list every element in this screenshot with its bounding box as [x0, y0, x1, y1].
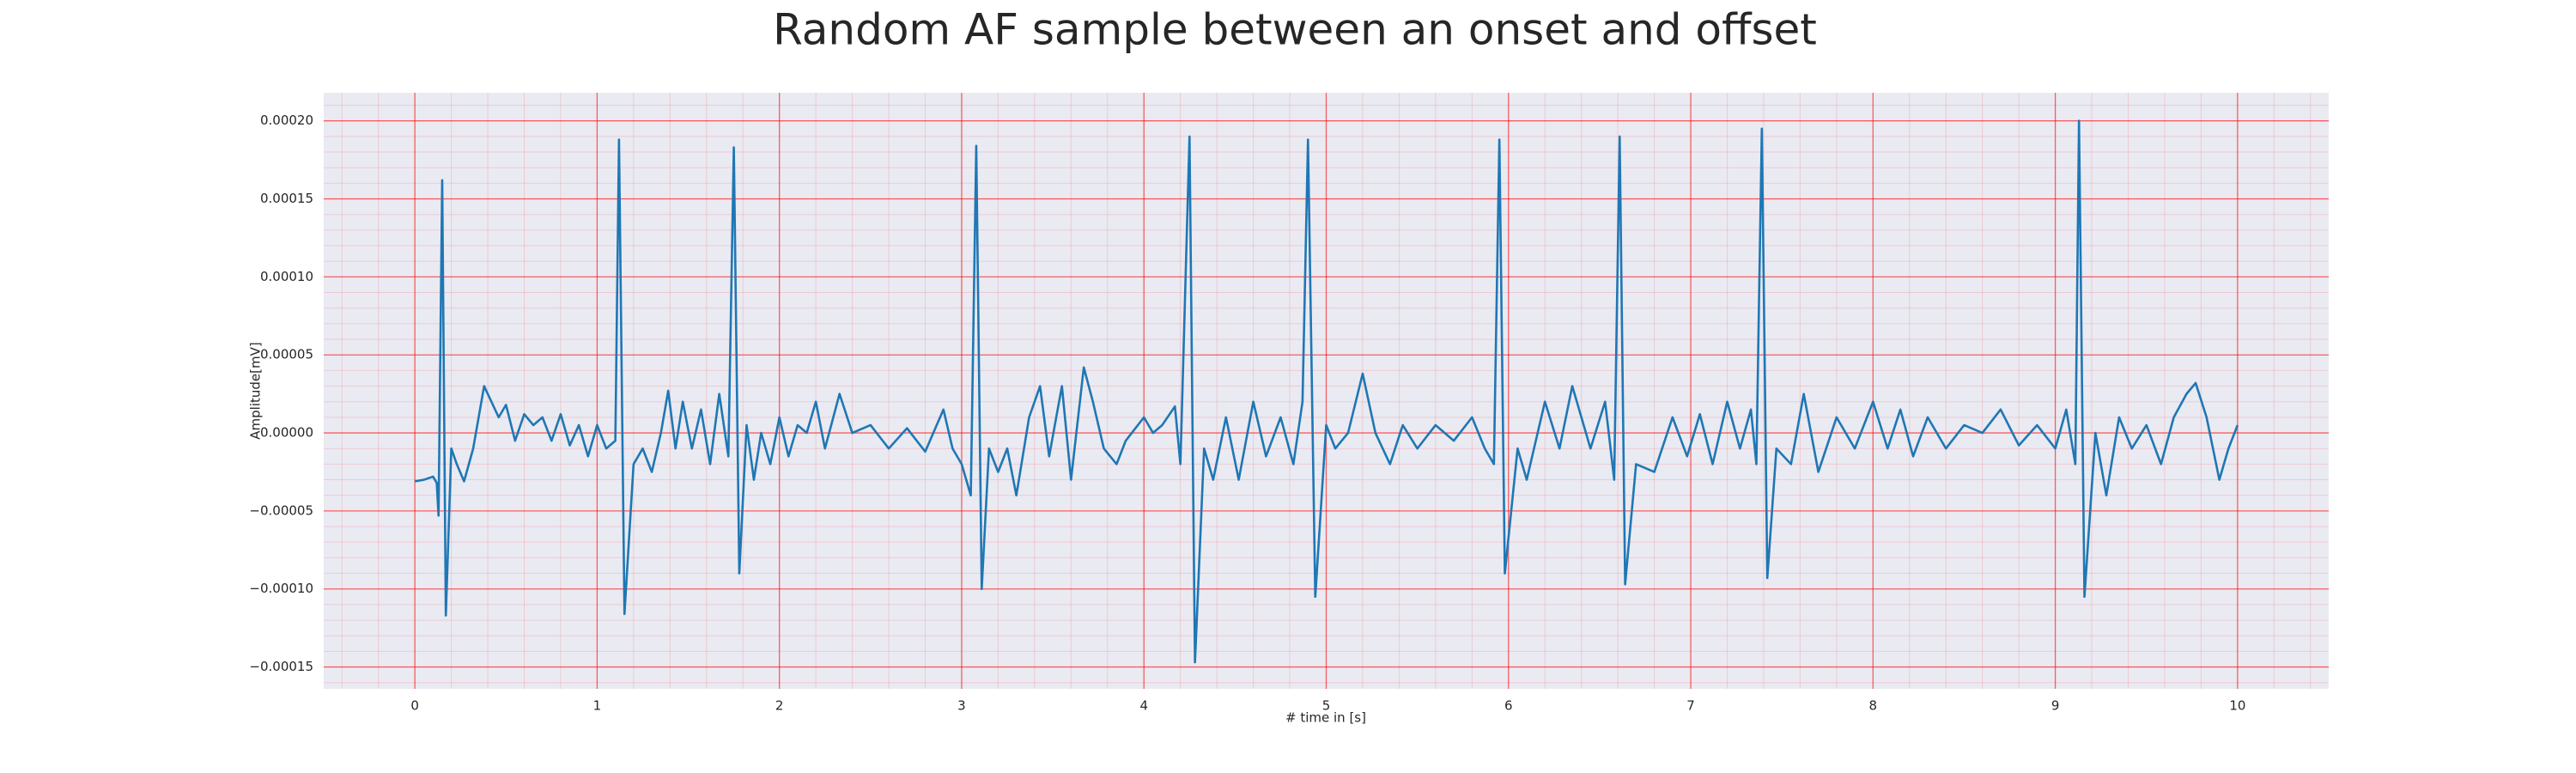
- y-tick-label: 0.00020: [260, 113, 313, 128]
- chart-title: Random AF sample between an onset and of…: [773, 5, 1817, 55]
- x-tick-label: 4: [1139, 698, 1148, 714]
- y-tick-label: 0.00000: [260, 425, 313, 441]
- x-tick-label: 5: [1322, 698, 1331, 714]
- x-tick-label: 2: [775, 698, 784, 714]
- x-tick-label: 7: [1686, 698, 1695, 714]
- x-axis-label: # time in [s]: [1285, 710, 1366, 726]
- x-tick-label: 10: [2229, 698, 2245, 714]
- y-axis-label: Amplitude[mV]: [248, 342, 264, 439]
- signal-line: [414, 119, 2239, 664]
- x-tick-label: 0: [410, 698, 419, 714]
- x-tick-label: 6: [1504, 698, 1513, 714]
- y-tick-label: −0.00005: [249, 502, 313, 518]
- x-tick-label: 8: [1869, 698, 1878, 714]
- x-tick-label: 9: [2051, 698, 2060, 714]
- y-tick-label: −0.00015: [249, 659, 313, 674]
- y-tick-label: 0.00005: [260, 347, 313, 362]
- y-tick-label: 0.00015: [260, 191, 313, 206]
- x-tick-label: 1: [593, 698, 602, 714]
- x-tick-label: 3: [957, 698, 966, 714]
- y-tick-label: 0.00010: [260, 269, 313, 284]
- y-tick-label: −0.00010: [249, 581, 313, 596]
